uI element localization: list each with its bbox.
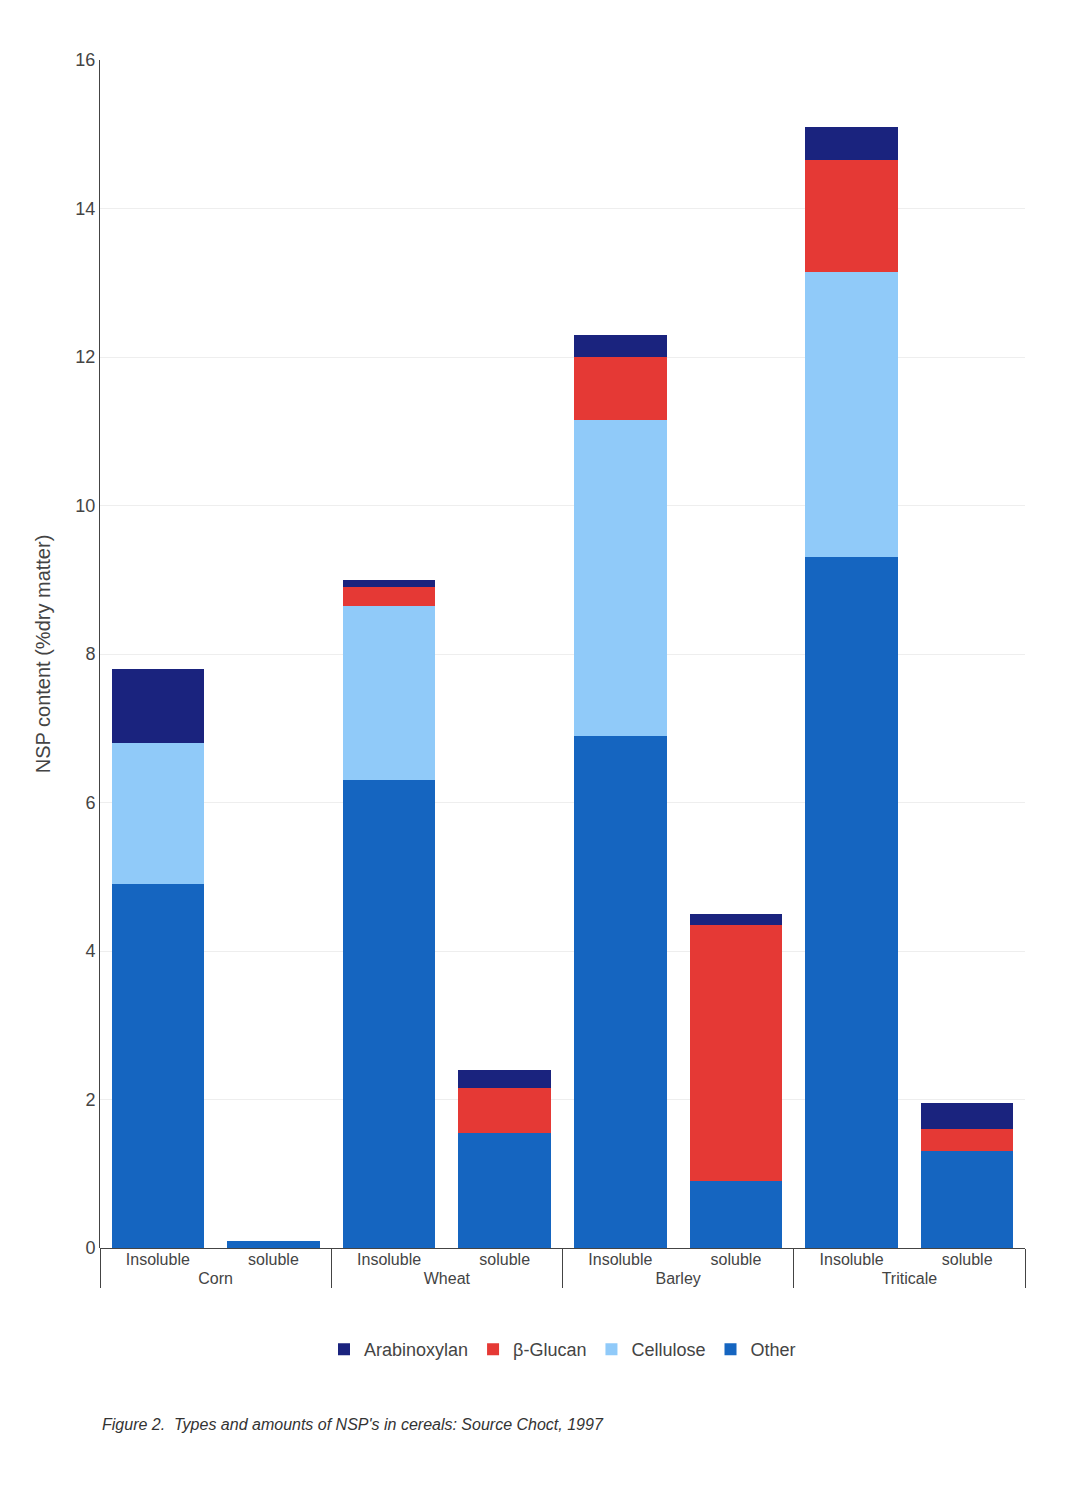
svg-text:Barley: Barley — [655, 1270, 700, 1287]
svg-text:Insoluble: Insoluble — [126, 1251, 190, 1268]
svg-text:10: 10 — [75, 496, 95, 516]
svg-text:Insoluble: Insoluble — [357, 1251, 421, 1268]
svg-text:NSP content (%dry matter): NSP content (%dry matter) — [32, 535, 54, 774]
svg-text:soluble: soluble — [479, 1251, 530, 1268]
svg-text:soluble: soluble — [248, 1251, 299, 1268]
svg-text:Wheat: Wheat — [424, 1270, 471, 1287]
svg-text:Insoluble: Insoluble — [820, 1251, 884, 1268]
svg-text:Insoluble: Insoluble — [588, 1251, 652, 1268]
svg-text:2: 2 — [85, 1090, 95, 1110]
svg-text:0: 0 — [85, 1238, 95, 1258]
svg-text:12: 12 — [75, 347, 95, 367]
svg-text:4: 4 — [85, 941, 95, 961]
svg-text:Figure 2. Types and amounts o: Figure 2. Types and amounts of NSP's in … — [102, 1416, 604, 1433]
svg-text:Triticale: Triticale — [882, 1270, 938, 1287]
svg-text:Arabinoxylan: Arabinoxylan — [364, 1340, 468, 1360]
svg-text:Corn: Corn — [198, 1270, 233, 1287]
svg-text:6: 6 — [85, 793, 95, 813]
svg-text:14: 14 — [75, 199, 95, 219]
svg-text:β-Glucan: β-Glucan — [513, 1340, 586, 1360]
svg-text:Cellulose: Cellulose — [631, 1340, 705, 1360]
svg-text:8: 8 — [85, 644, 95, 664]
svg-text:soluble: soluble — [711, 1251, 762, 1268]
svg-text:Other: Other — [751, 1340, 796, 1360]
svg-text:16: 16 — [75, 50, 95, 70]
svg-text:soluble: soluble — [942, 1251, 993, 1268]
